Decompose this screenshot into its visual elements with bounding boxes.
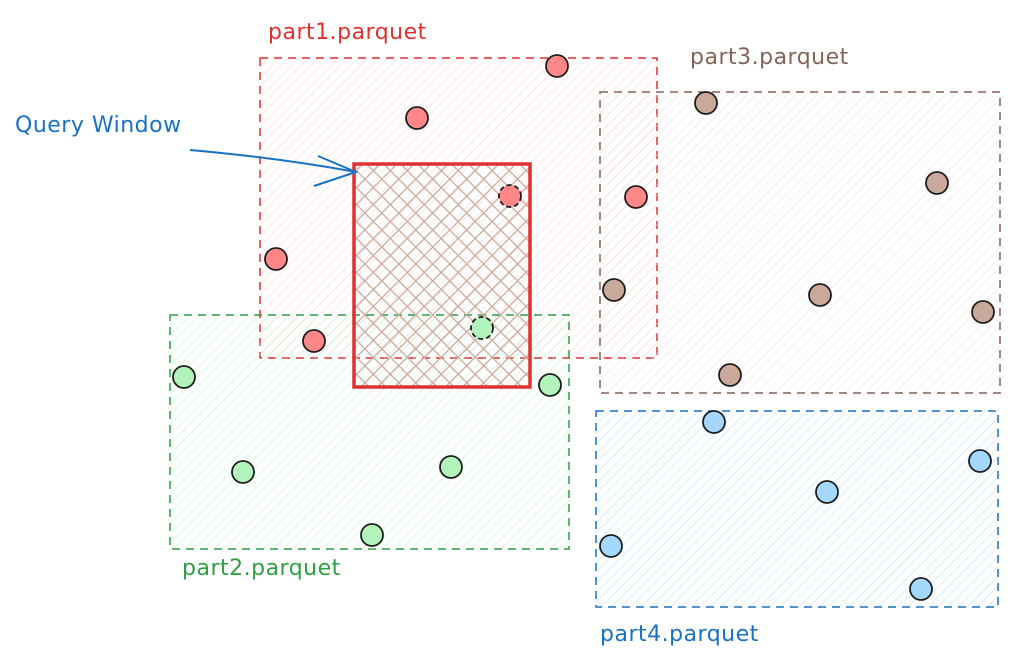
part4-point bbox=[815, 480, 839, 504]
query-window-arrow bbox=[189, 149, 359, 187]
part1-point bbox=[405, 106, 429, 130]
part4-label: part4.parquet bbox=[600, 622, 759, 647]
part3-box bbox=[599, 91, 1001, 394]
part1-label: part1.parquet bbox=[268, 20, 427, 45]
part3-point bbox=[718, 363, 742, 387]
part2-label: part2.parquet bbox=[182, 556, 341, 581]
part4-box bbox=[595, 410, 999, 608]
part2-point bbox=[470, 316, 494, 340]
part1-point bbox=[498, 184, 522, 208]
part3-point bbox=[694, 91, 718, 115]
part3-point bbox=[602, 278, 626, 302]
part1-point bbox=[302, 329, 326, 353]
part4-point bbox=[599, 534, 623, 558]
part2-point bbox=[360, 523, 384, 547]
part2-point bbox=[439, 455, 463, 479]
part1-point bbox=[545, 54, 569, 78]
part2-point bbox=[231, 460, 255, 484]
part2-point bbox=[538, 373, 562, 397]
part3-point bbox=[925, 171, 949, 195]
part4-point bbox=[968, 449, 992, 473]
query-window-label: Query Window bbox=[15, 113, 182, 138]
part1-point bbox=[624, 185, 648, 209]
part3-point bbox=[971, 300, 995, 324]
part1-point bbox=[264, 247, 288, 271]
part4-point bbox=[909, 577, 933, 601]
part2-point bbox=[172, 365, 196, 389]
part4-point bbox=[702, 410, 726, 434]
part3-label: part3.parquet bbox=[690, 45, 849, 70]
part3-point bbox=[808, 283, 832, 307]
